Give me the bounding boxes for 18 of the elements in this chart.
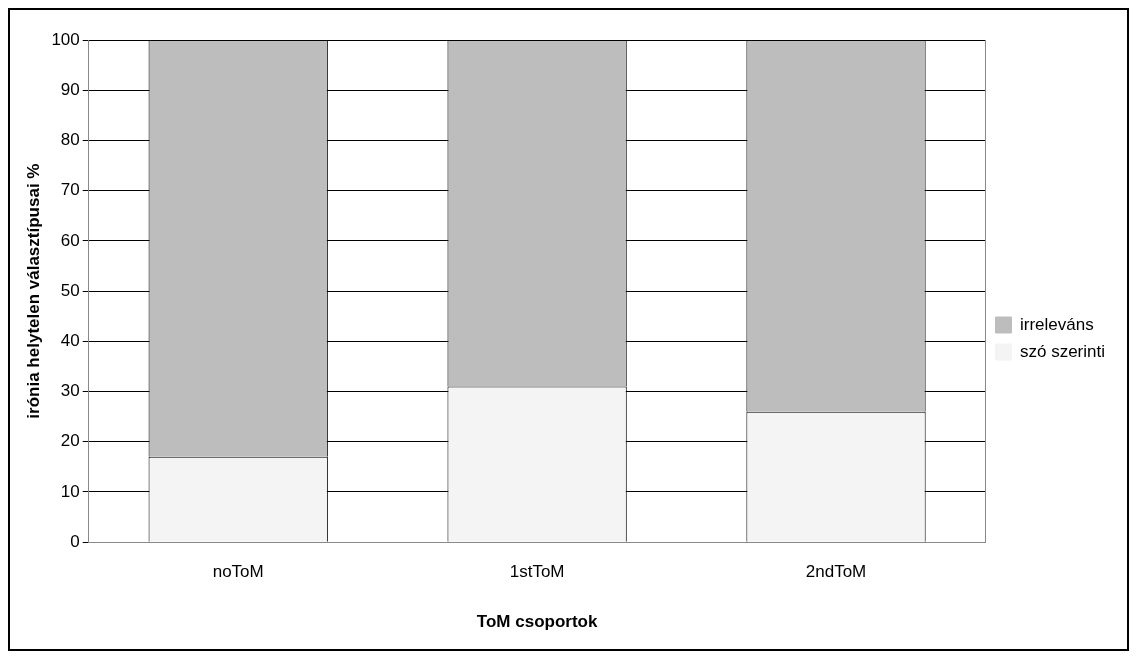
- y-tick-label: 50: [60, 280, 80, 300]
- y-tick-label: 90: [60, 79, 80, 99]
- y-axis-title: irónia helytelen választípusai %: [23, 163, 43, 419]
- y-tick-label: 30: [60, 381, 80, 401]
- legend-label: szó szerinti: [1019, 341, 1106, 361]
- x-axis-title: ToM csoportok: [476, 612, 598, 632]
- y-tick-label: 10: [60, 481, 80, 501]
- y-tick-label: 40: [60, 331, 80, 351]
- x-tick-label: 1stToM: [509, 562, 565, 582]
- x-tick-label: noToM: [212, 562, 264, 582]
- y-tick-label: 100: [51, 29, 80, 49]
- legend-label: irreleváns: [1019, 314, 1094, 334]
- y-tick-label: 70: [60, 180, 80, 200]
- y-tick-label: 60: [60, 230, 80, 250]
- y-tick-label: 80: [60, 130, 80, 150]
- x-tick-label: 2ndToM: [805, 562, 867, 582]
- y-tick-label: 20: [60, 431, 80, 451]
- y-tick-label: 0: [70, 531, 80, 551]
